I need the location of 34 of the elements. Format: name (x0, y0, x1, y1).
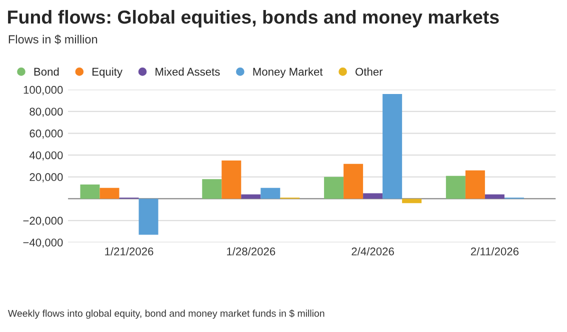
bar (138, 198, 158, 235)
chart-title: Fund flows: Global equities, bonds and money markets (8, 10, 499, 28)
bar (260, 188, 280, 199)
y-tick-label: 20,000 (30, 173, 63, 182)
bar (241, 194, 261, 199)
y-tick-label: 40,000 (29, 151, 63, 161)
x-tick-label: 1/28/2026 (227, 247, 276, 256)
legend-label: Bond (34, 68, 59, 76)
y-tick-label: 80,000 (30, 108, 63, 117)
legend-label: Mixed Assets (156, 68, 220, 76)
bar (80, 184, 100, 199)
y-tick-label: 60,000 (30, 130, 63, 139)
x-tick-label: 2/4/2026 (352, 247, 394, 256)
y-tick-label: 100,000 (24, 86, 63, 96)
x-tick-label: 2/11/2026 (470, 247, 519, 256)
bar (363, 193, 383, 199)
bar (402, 198, 422, 204)
bar (465, 170, 485, 199)
y-tick-label: −20,000 (23, 216, 63, 226)
text: Weekly flows into global equity, bond and money market funds in $ million (8, 310, 324, 319)
bar (324, 176, 344, 199)
legend-label: Equity (92, 68, 122, 78)
bar (202, 179, 222, 199)
bar (382, 94, 402, 199)
y-tick-label: −40,000 (23, 238, 63, 248)
legend-label: Other (356, 68, 383, 76)
bar (446, 176, 466, 199)
chart-subtitle: Flows in $ million (8, 34, 98, 44)
bar (100, 188, 120, 199)
bar (222, 160, 242, 199)
legend-label: Money Market (253, 68, 323, 78)
x-tick-label: 1/21/2026 (105, 247, 154, 256)
bar (484, 194, 504, 199)
bar (344, 164, 364, 199)
